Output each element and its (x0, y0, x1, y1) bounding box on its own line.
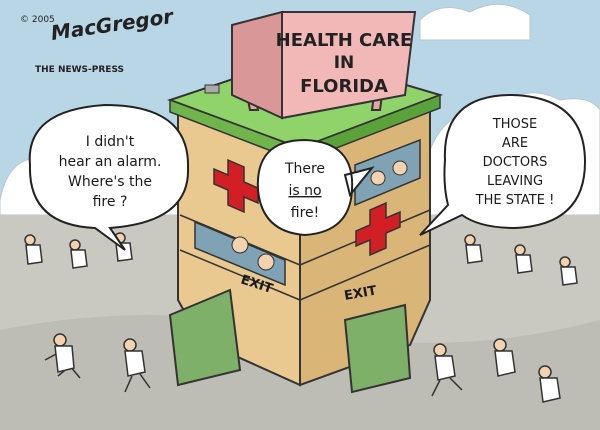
doctor-figure (24, 234, 43, 265)
sign-line-3: FLORIDA (300, 76, 388, 97)
bubble-right-line-1: THOSE (492, 117, 537, 132)
bubble-middle-line-2: is no (288, 183, 321, 199)
fleeing-doctors (24, 232, 578, 403)
doctor-figure (493, 338, 516, 377)
doctor-figure (431, 343, 463, 397)
bubble-right-line-3: DOCTORS (483, 155, 548, 170)
publication-name: THE NEWS-PRESS (35, 65, 124, 75)
doctor-figure (538, 365, 561, 403)
window-right-top (354, 138, 421, 207)
doctor-figure (464, 234, 483, 264)
bubble-left-line-3: Where's the (68, 174, 152, 190)
doctor-figure (44, 333, 81, 379)
speech-bubble-middle: There is no fire! (256, 138, 375, 237)
bubble-left-line-4: fire ? (93, 194, 128, 210)
doctor-figure (514, 244, 533, 274)
bubble-left-line-1: I didn't (86, 134, 135, 150)
speech-bubble-left: I didn't hear an alarm. Where's the fire… (28, 103, 190, 251)
red-cross-right (355, 201, 401, 257)
copyright-text: © 2005 (20, 15, 55, 25)
exit-sign-right: EXIT (343, 283, 378, 303)
exit-door-right (343, 303, 412, 394)
roof-vent (204, 84, 220, 94)
red-cross-left (213, 158, 259, 214)
bubble-left-line-2: hear an alarm. (59, 154, 162, 170)
doctor-figure (69, 239, 88, 269)
bubble-right-line-4: LEAVING (487, 174, 543, 189)
bubble-middle-line-1: There (284, 161, 325, 177)
doctor-figure (123, 338, 151, 393)
sign-line-2: IN (334, 53, 355, 73)
exit-door-left (168, 288, 242, 387)
health-care-sign (281, 11, 417, 120)
bubble-right-line-2: ARE (502, 136, 528, 151)
sign-line-1: HEALTH CARE (276, 30, 413, 51)
people-in-windows (231, 160, 408, 271)
speech-bubble-right: THOSE ARE DOCTORS LEAVING THE STATE ! (419, 93, 587, 236)
doctor-figure (559, 256, 578, 286)
bubble-right-line-5: THE STATE ! (475, 193, 555, 208)
bubble-middle-line-3: fire! (291, 205, 320, 221)
